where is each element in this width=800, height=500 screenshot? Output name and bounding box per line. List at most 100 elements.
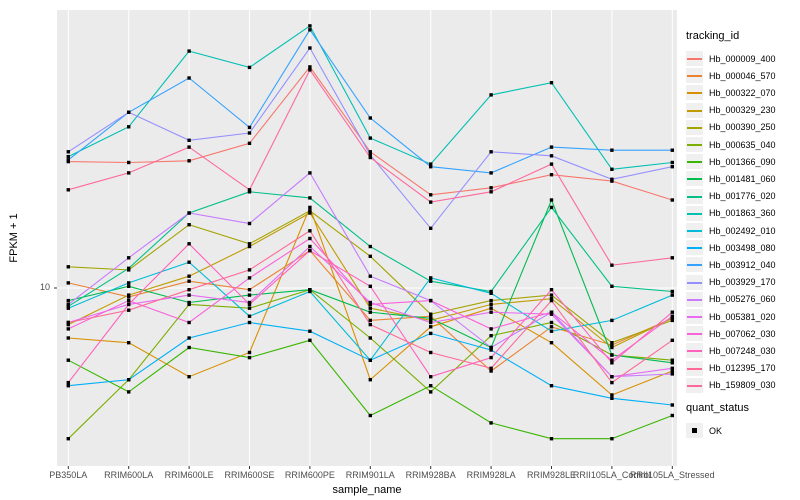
data-point-marker — [247, 244, 252, 249]
legend-line-swatch — [687, 298, 702, 301]
data-point-marker — [187, 336, 191, 340]
data-point-marker — [489, 348, 493, 352]
data-point-marker — [489, 289, 493, 294]
data-point-marker — [308, 171, 312, 175]
data-point-marker — [368, 284, 372, 288]
legend-item-Hb_002492_010: Hb_002492_010 — [686, 222, 776, 239]
legend-item-label: Hb_000635_040 — [709, 139, 776, 150]
data-point-marker — [247, 302, 252, 307]
data-point-marker — [670, 318, 674, 323]
x-tick-label-RRIM600LA: RRIM600LA — [104, 470, 154, 480]
data-point-marker — [66, 306, 70, 310]
data-point-marker — [429, 331, 433, 336]
data-point-marker — [489, 345, 493, 350]
data-point-marker — [368, 254, 372, 258]
data-point-marker — [66, 158, 70, 162]
legend-item-Hb_003498_080: Hb_003498_080 — [686, 239, 776, 256]
legend-item-Hb_007062_030: Hb_007062_030 — [686, 325, 776, 342]
data-point-marker — [549, 293, 554, 297]
data-point-marker — [127, 160, 131, 165]
data-point-marker — [187, 76, 191, 80]
data-point-marker — [489, 171, 493, 175]
data-point-marker — [368, 413, 372, 418]
data-point-marker — [187, 211, 191, 215]
data-point-marker — [127, 298, 131, 303]
data-point-marker — [429, 162, 433, 166]
legend-key-line-icon — [686, 85, 703, 101]
legend-title-quant-status: quant_status — [686, 402, 749, 414]
legend-key-line-icon — [686, 68, 703, 84]
data-point-marker — [127, 295, 131, 299]
data-point-marker — [610, 396, 614, 400]
data-point-marker — [549, 198, 554, 202]
data-point-marker — [127, 308, 131, 312]
data-point-marker — [610, 263, 614, 267]
data-point-marker — [247, 288, 252, 292]
data-point-marker — [308, 65, 312, 69]
legend-line-swatch — [687, 316, 702, 318]
data-point-marker — [429, 325, 433, 329]
data-point-marker — [670, 310, 674, 314]
data-point-marker — [549, 312, 554, 316]
legend-item-label: Hb_001776_020 — [709, 191, 776, 202]
data-point-marker — [187, 49, 191, 53]
data-point-marker — [489, 190, 493, 194]
data-point-marker — [429, 193, 433, 197]
legend-key-line-icon — [686, 377, 703, 393]
panel-background — [57, 10, 677, 466]
data-point-marker — [670, 338, 674, 342]
x-tick-label-RRII105LA_Control: RRII105LA_Control — [572, 470, 651, 480]
legend-line-swatch — [687, 367, 702, 370]
data-point-marker — [127, 266, 131, 270]
legend-item-label: Hb_003912_040 — [709, 259, 776, 270]
data-point-marker — [368, 336, 372, 340]
x-tick-label-RRIM600PE: RRIM600PE — [284, 470, 335, 480]
data-point-marker — [368, 358, 372, 362]
data-point-marker — [429, 390, 433, 394]
data-point-marker — [549, 162, 554, 166]
data-point-marker — [368, 310, 372, 314]
legend-item-label: Hb_003929_170 — [709, 277, 776, 288]
data-point-marker — [127, 125, 131, 129]
data-point-marker — [610, 179, 614, 183]
data-point-marker — [489, 298, 493, 303]
data-point-marker — [549, 437, 554, 441]
legend-line-swatch — [687, 350, 702, 353]
data-point-marker — [187, 375, 191, 379]
data-point-marker — [66, 322, 70, 327]
y-tick-label: 10 — [39, 282, 50, 292]
data-point-marker — [429, 320, 433, 325]
data-point-marker — [127, 390, 131, 394]
data-point-marker — [66, 437, 70, 441]
data-point-marker — [187, 274, 191, 278]
legend-line-swatch — [687, 178, 702, 181]
legend-key-line-icon — [686, 188, 703, 204]
data-point-marker — [610, 341, 614, 345]
data-point-marker — [429, 226, 433, 230]
legend-key-line-icon — [686, 171, 703, 187]
data-point-marker — [489, 369, 493, 373]
data-point-marker — [308, 209, 312, 213]
legend-line-swatch — [687, 58, 702, 60]
data-point-marker — [308, 229, 312, 233]
legend-item-Hb_001863_360: Hb_001863_360 — [686, 205, 776, 222]
data-point-marker — [489, 150, 493, 154]
data-point-marker — [549, 154, 554, 158]
legend-line-swatch — [687, 109, 702, 112]
legend-line-swatch — [687, 281, 702, 284]
data-point-marker — [489, 334, 493, 338]
data-point-marker — [670, 366, 674, 370]
legend-item-label: Hb_000390_250 — [709, 122, 776, 133]
data-point-marker — [247, 276, 252, 280]
data-point-marker — [66, 298, 70, 303]
data-point-marker — [670, 165, 674, 169]
x-tick-label-RRII105LA_Stressed: RRII105LA_Stressed — [630, 470, 715, 480]
data-point-marker — [66, 188, 70, 192]
legend-item-label: Hb_001481_060 — [709, 173, 776, 184]
legend-item-label: Hb_000329_230 — [709, 105, 776, 116]
data-point-marker — [610, 318, 614, 323]
legend-title-tracking-id: tracking_id — [686, 30, 740, 42]
legend-key-line-icon — [686, 240, 703, 256]
data-point-marker — [429, 312, 433, 316]
